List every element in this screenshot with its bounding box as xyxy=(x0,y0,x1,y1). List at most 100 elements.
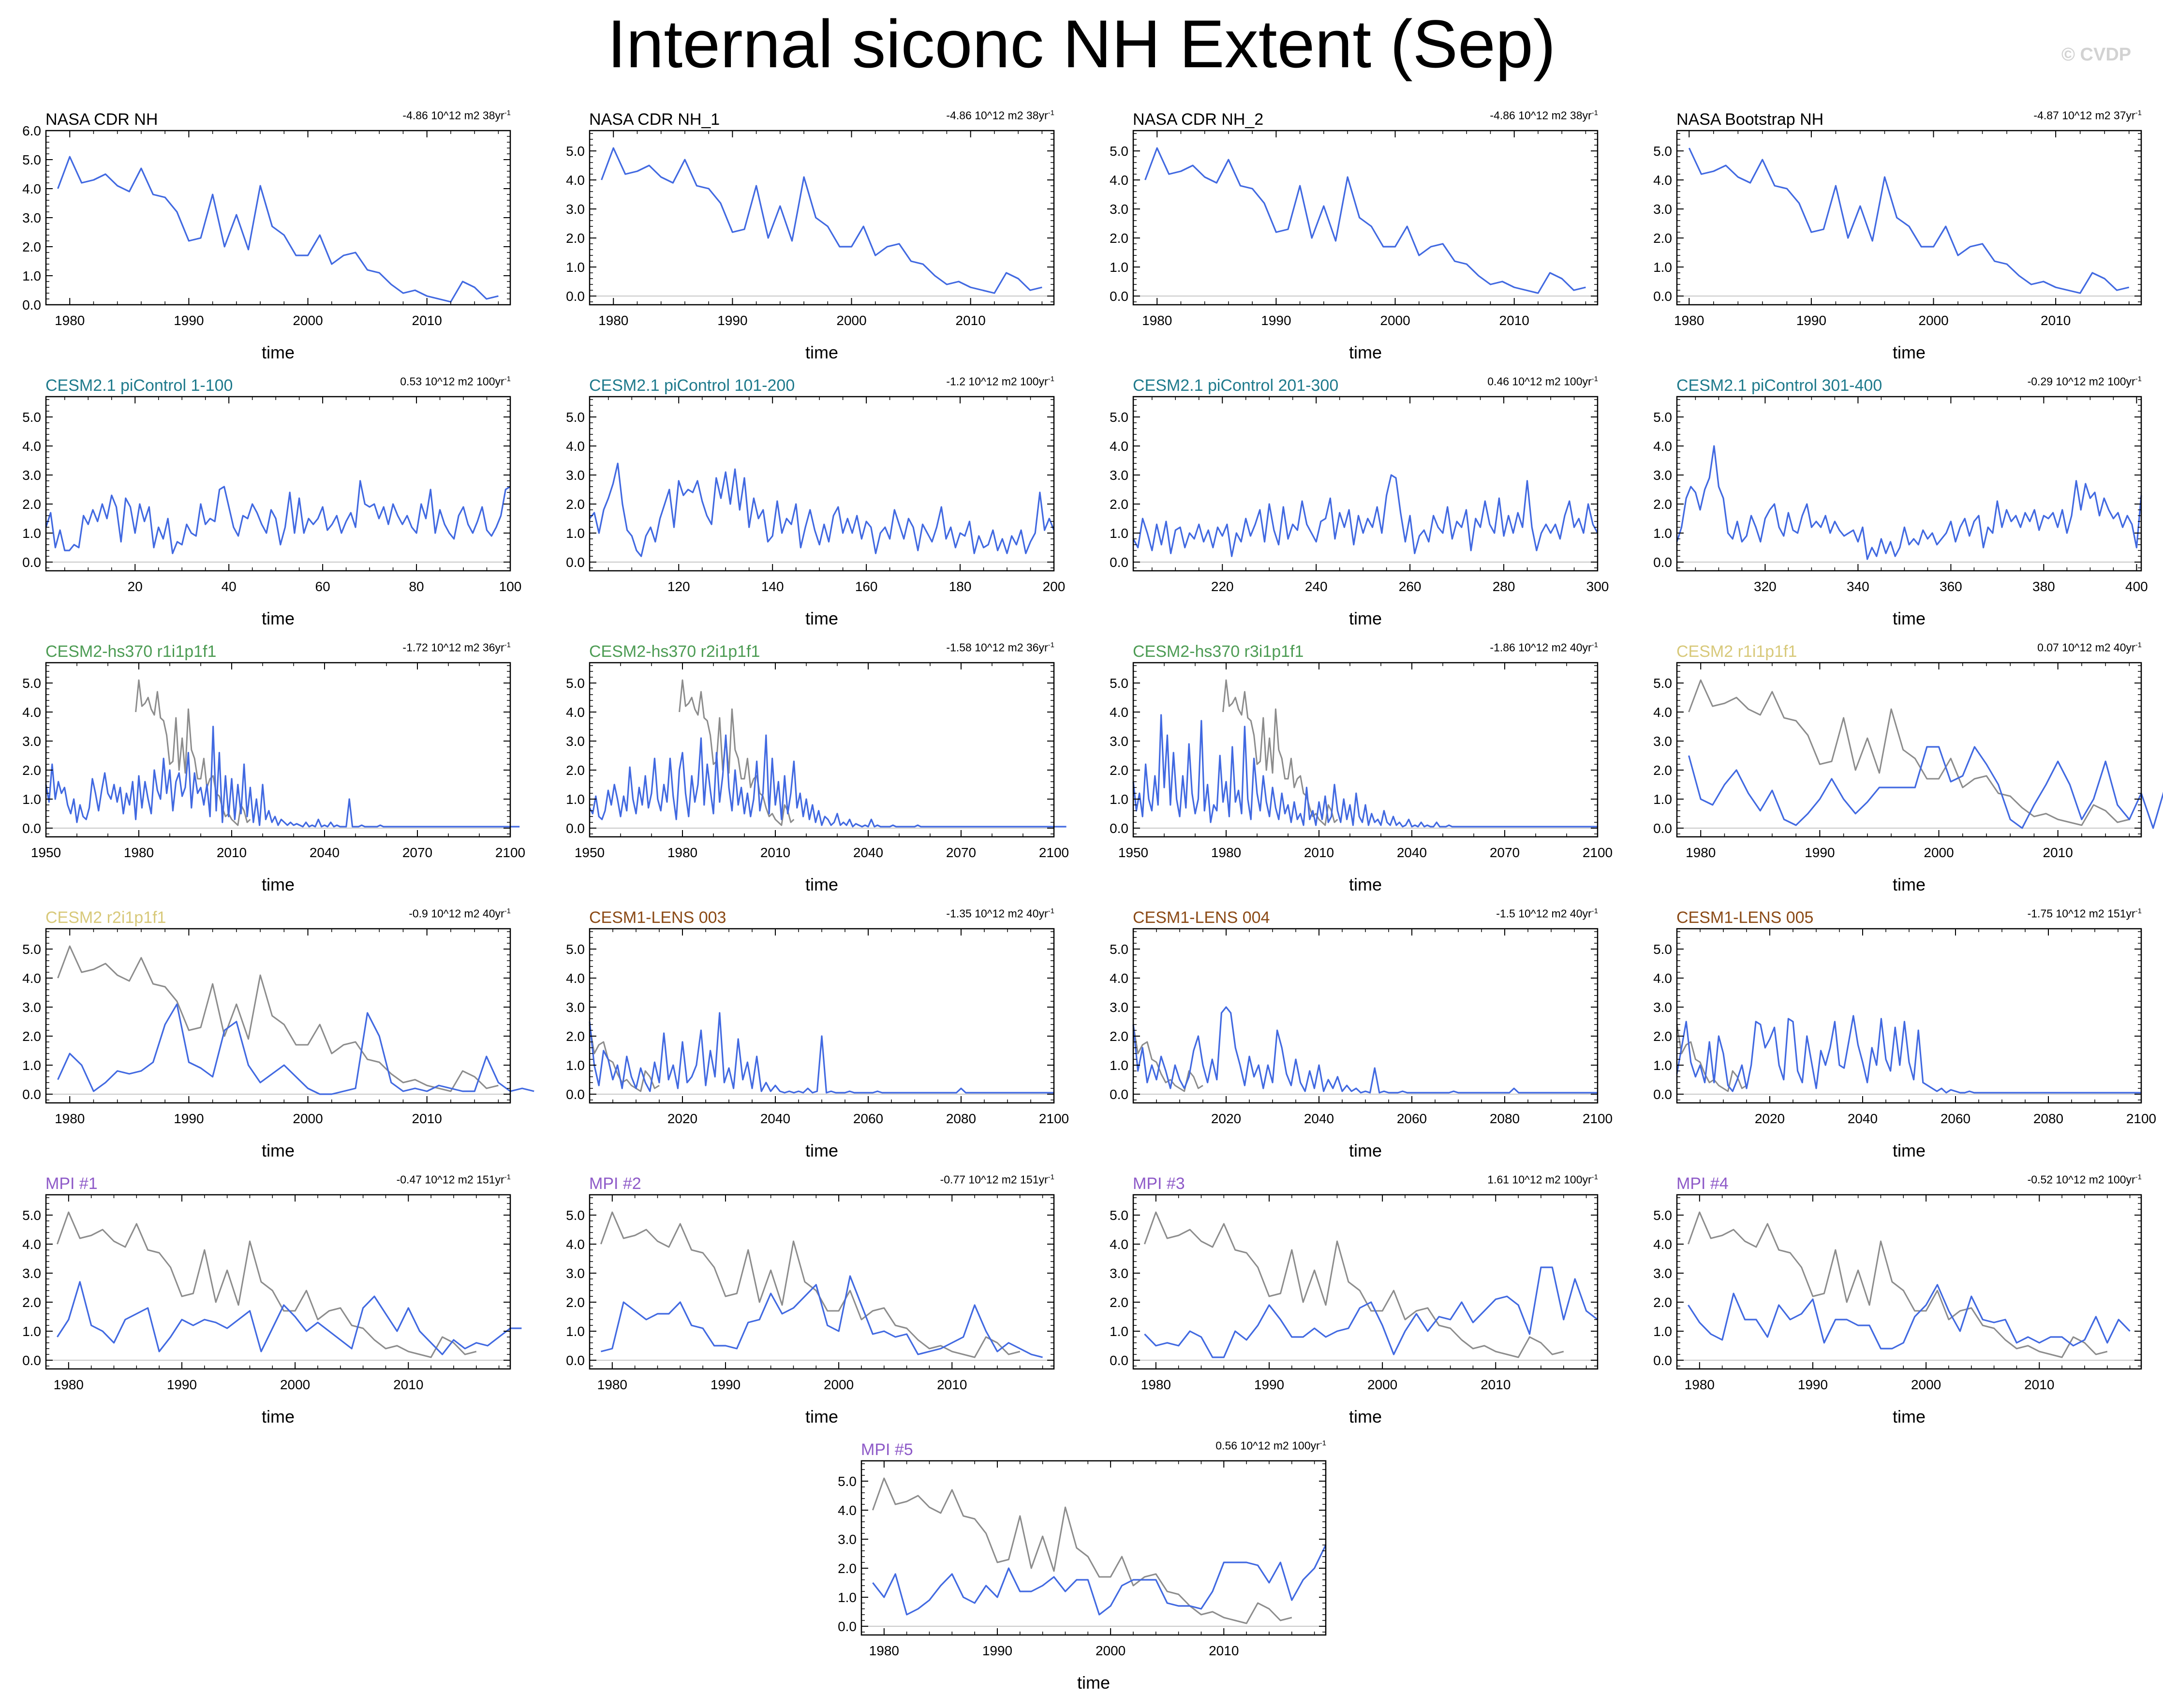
trend-exponent: -1 xyxy=(2135,1173,2142,1181)
trend-exponent: -1 xyxy=(504,109,511,117)
x-tick-label: 2060 xyxy=(1397,1111,1427,1126)
trend-value: -4.86 10^12 m2 38yr xyxy=(402,109,504,122)
trend-label: -4.87 10^12 m2 37yr-1 xyxy=(2008,109,2142,122)
x-tick-label: 2010 xyxy=(2024,1377,2054,1392)
y-tick-label: 6.0 xyxy=(22,123,41,138)
trend-label: -1.72 10^12 m2 36yr-1 xyxy=(377,641,511,654)
x-tick-label: 1990 xyxy=(711,1377,741,1392)
panel-title: CESM1-LENS 003 xyxy=(589,908,726,927)
trend-exponent: -1 xyxy=(2135,375,2142,383)
x-tick-label: 2000 xyxy=(1918,313,1948,328)
panel-plot: 0.0 1.0 2.0 3.0 4.0 5.0 1980 1990 2000 2010 xyxy=(22,1194,522,1392)
y-tick-label: 1.0 xyxy=(22,792,41,807)
y-tick-label: 4.0 xyxy=(566,439,585,454)
x-tick-label: 1980 xyxy=(598,313,628,328)
x-tick-label: 2080 xyxy=(2033,1111,2063,1126)
panel-title: MPI #1 xyxy=(45,1174,98,1193)
panel-1: 0.0 1.0 2.0 3.0 4.0 5.0 6.0 1980 1990 2000 2010 NAS… xyxy=(0,0,541,368)
trend-value: -1.2 10^12 m2 100yr xyxy=(946,375,1048,388)
observed-series-line xyxy=(600,1211,1021,1358)
plot-frame xyxy=(589,396,1055,572)
y-tick-label: 1.0 xyxy=(1653,526,1672,541)
y-tick-label: 1.0 xyxy=(566,260,585,275)
plot-frame xyxy=(45,1194,511,1370)
x-tick-label: 2070 xyxy=(946,845,976,860)
y-tick-label: 3.0 xyxy=(22,210,41,225)
x-tick-label: 240 xyxy=(1305,579,1328,594)
y-tick-label: 0.0 xyxy=(566,821,585,836)
y-tick-label: 3.0 xyxy=(1653,1266,1672,1281)
panel-plot: 0.0 1.0 2.0 3.0 4.0 5.0 1950 1980 2010 2040 2070 21… xyxy=(1110,662,1613,860)
observed-series-line xyxy=(1222,679,1338,826)
y-tick-label: 0.0 xyxy=(1110,1087,1128,1102)
y-tick-label: 3.0 xyxy=(1653,202,1672,217)
y-tick-label: 1.0 xyxy=(22,1324,41,1339)
trend-label: -1.58 10^12 m2 36yr-1 xyxy=(921,641,1054,654)
y-tick-label: 4.0 xyxy=(22,705,41,720)
x-tick-label: 1950 xyxy=(575,845,605,860)
x-axis-label: time xyxy=(261,342,295,362)
panel-plot: 0.0 1.0 2.0 3.0 4.0 5.0 320 340 360 380 400 xyxy=(1653,396,2148,594)
x-axis-label: time xyxy=(261,875,295,894)
x-tick-label: 2040 xyxy=(310,845,340,860)
y-tick-label: 2.0 xyxy=(566,1029,585,1044)
y-tick-label: 0.0 xyxy=(22,1087,41,1102)
panel-11: 0.0 1.0 2.0 3.0 4.0 5.0 1950 1980 2010 2040 2070 21… xyxy=(1087,532,1628,900)
y-tick-label: 0.0 xyxy=(838,1619,857,1634)
x-tick-label: 2100 xyxy=(1039,1111,1069,1126)
x-tick-label: 2040 xyxy=(853,845,883,860)
y-tick-label: 2.0 xyxy=(566,1295,585,1310)
x-tick-label: 2020 xyxy=(667,1111,697,1126)
y-tick-label: 4.0 xyxy=(1110,971,1128,986)
x-tick-label: 1980 xyxy=(667,845,697,860)
y-tick-label: 5.0 xyxy=(838,1474,857,1489)
trend-value: -4.87 10^12 m2 37yr xyxy=(2033,109,2135,122)
trend-label: -0.29 10^12 m2 100yr-1 xyxy=(2008,375,2142,388)
y-tick-label: 1.0 xyxy=(566,1058,585,1073)
panel-plot: 0.0 1.0 2.0 3.0 4.0 5.0 1980 1990 2000 2010 xyxy=(1653,1194,2142,1392)
y-tick-label: 0.0 xyxy=(1653,821,1672,836)
y-tick-label: 4.0 xyxy=(22,971,41,986)
y-tick-label: 5.0 xyxy=(566,676,585,691)
panel-title: CESM2-hs370 r1i1p1f1 xyxy=(45,642,217,661)
panel-plot: 0.0 1.0 2.0 3.0 4.0 5.0 1980 1990 2000 2010 xyxy=(566,1194,1055,1392)
panel-plot: 0.0 1.0 2.0 3.0 4.0 5.0 1980 1990 2000 2010 xyxy=(1653,130,2142,328)
trend-exponent: -1 xyxy=(1591,1173,1598,1181)
y-tick-label: 5.0 xyxy=(22,410,41,425)
observed-series-line xyxy=(872,1477,1292,1624)
y-tick-label: 2.0 xyxy=(22,239,41,254)
x-tick-label: 2000 xyxy=(1924,845,1954,860)
panel-title: CESM2.1 piControl 301-400 xyxy=(1676,376,1882,395)
x-tick-label: 2040 xyxy=(760,1111,790,1126)
x-tick-label: 1980 xyxy=(55,1111,85,1126)
model-series-line xyxy=(57,156,499,303)
x-tick-label: 1990 xyxy=(1796,313,1826,328)
panel-plot: 0.0 1.0 2.0 3.0 4.0 5.0 2020 2040 2060 2080 2100 xyxy=(1653,928,2156,1126)
y-tick-label: 0.0 xyxy=(1653,1353,1672,1368)
trend-exponent: -1 xyxy=(2135,109,2142,117)
trend-exponent: -1 xyxy=(1048,109,1054,117)
y-tick-label: 0.0 xyxy=(1653,1087,1672,1102)
plot-frame xyxy=(589,662,1055,838)
plot-frame xyxy=(1132,130,1599,306)
model-series-line xyxy=(1676,445,2142,560)
y-tick-label: 0.0 xyxy=(22,1353,41,1368)
panel-title: NASA CDR NH xyxy=(45,110,158,129)
observed-series-line xyxy=(589,1024,660,1092)
trend-exponent: -1 xyxy=(2135,907,2142,915)
trend-value: -1.5 10^12 m2 40yr xyxy=(1496,907,1592,920)
x-tick-label: 2010 xyxy=(412,313,442,328)
panel-plot: 0.0 1.0 2.0 3.0 4.0 5.0 1980 1990 2000 2010 xyxy=(1110,1194,1599,1392)
plot-frame xyxy=(1676,396,2142,572)
trend-value: -0.52 10^12 m2 100yr xyxy=(2027,1173,2135,1186)
x-tick-label: 1980 xyxy=(54,1377,84,1392)
y-tick-label: 1.0 xyxy=(566,526,585,541)
y-tick-label: 0.0 xyxy=(22,297,41,312)
y-tick-label: 0.0 xyxy=(1653,555,1672,570)
model-series-line xyxy=(45,726,520,828)
y-tick-label: 3.0 xyxy=(566,734,585,749)
trend-label: -4.86 10^12 m2 38yr-1 xyxy=(377,109,511,122)
x-tick-label: 2060 xyxy=(1941,1111,1970,1126)
model-series-line xyxy=(1688,148,2130,294)
y-tick-label: 2.0 xyxy=(22,763,41,778)
